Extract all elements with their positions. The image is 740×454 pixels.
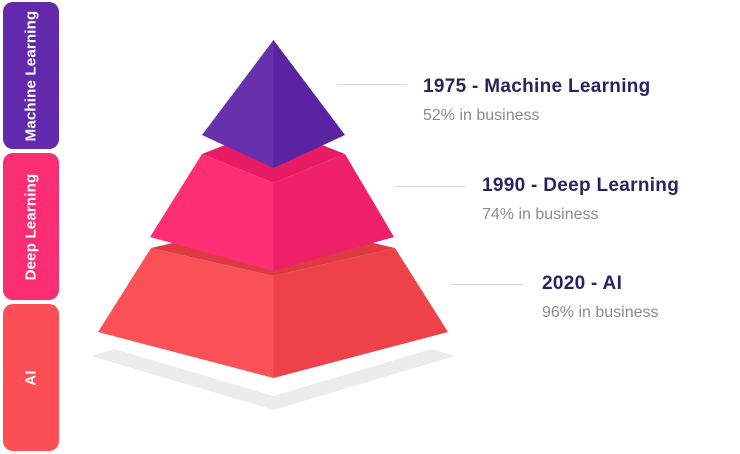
annotation-title-ai: 2020 - AI: [542, 273, 623, 294]
annotation-subtitle-deep-learning: 74% in business: [482, 206, 599, 223]
connector-line-machine-learning: [337, 84, 407, 85]
annotation-subtitle-machine-learning: 52% in business: [423, 107, 540, 124]
annotation-machine-learning: 1975 - Machine Learning 52% in business: [423, 75, 651, 125]
legend-bar-ai: AI: [3, 304, 59, 451]
annotation-ai: 2020 - AI 96% in business: [542, 272, 659, 322]
legend-bar-deep-learning: Deep Learning: [3, 153, 59, 300]
connector-line-deep-learning: [395, 186, 465, 187]
level-ai-left-face: [98, 248, 274, 378]
annotation-title-deep-learning: 1990 - Deep Learning: [482, 175, 680, 196]
level-machine-learning-right-face: [273, 40, 345, 168]
legend-sidebar: Machine Learning Deep Learning AI: [3, 2, 59, 451]
annotation-subtitle-ai: 96% in business: [542, 304, 659, 321]
legend-bar-machine-learning: Machine Learning: [3, 2, 59, 149]
annotation-deep-learning: 1990 - Deep Learning 74% in business: [482, 174, 679, 224]
connector-line-ai: [450, 284, 523, 285]
annotation-title-machine-learning: 1975 - Machine Learning: [423, 76, 651, 97]
level-ai-right-face: [273, 248, 448, 378]
level-deep-learning-right-face: [273, 154, 394, 271]
level-machine-learning-left-face: [202, 40, 274, 168]
level-deep-learning-left-face: [150, 154, 274, 271]
